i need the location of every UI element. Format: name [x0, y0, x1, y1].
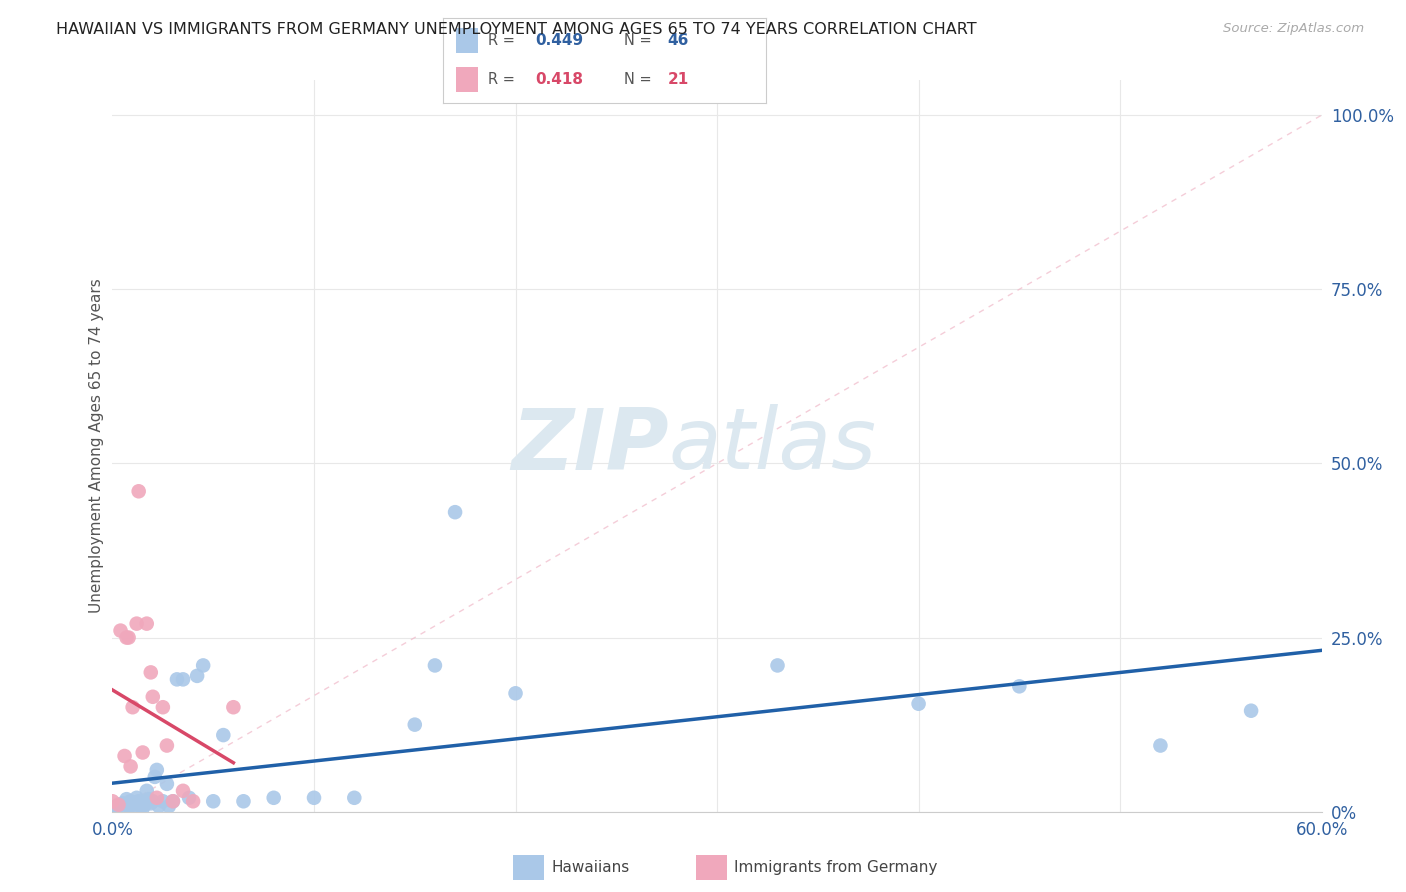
Point [177, 790, 200, 805]
Point [125, 616, 148, 631]
Text: Source: ZipAtlas.com: Source: ZipAtlas.com [1223, 22, 1364, 36]
Point [202, 794, 225, 808]
Point [121, 700, 143, 714]
Text: N =: N = [624, 72, 657, 87]
Point [114, 801, 136, 815]
Point [111, 797, 134, 811]
Point [138, 792, 160, 806]
Point [162, 794, 184, 808]
Point [166, 673, 188, 687]
Text: HAWAIIAN VS IMMIGRANTS FROM GERMANY UNEMPLOYMENT AMONG AGES 65 TO 74 YEARS CORRE: HAWAIIAN VS IMMIGRANTS FROM GERMANY UNEM… [56, 22, 977, 37]
Point [132, 746, 155, 760]
Text: Hawaiians: Hawaiians [551, 861, 630, 875]
Point [139, 665, 162, 680]
Point [110, 624, 132, 638]
Point [302, 790, 325, 805]
Point [135, 616, 157, 631]
Point [139, 797, 162, 811]
Point [343, 790, 366, 805]
Point [263, 790, 285, 805]
Point [186, 669, 208, 683]
Point [1240, 704, 1263, 718]
Point [181, 794, 204, 808]
Point [117, 631, 139, 645]
Text: N =: N = [624, 33, 657, 48]
Point [120, 759, 142, 773]
Point [152, 700, 174, 714]
Text: ZIP: ZIP [510, 404, 669, 488]
Point [212, 728, 235, 742]
Point [505, 686, 527, 700]
Point [172, 673, 194, 687]
Point [125, 790, 148, 805]
Point [105, 799, 128, 814]
Point [162, 794, 184, 808]
Point [1008, 679, 1031, 693]
Point [404, 717, 426, 731]
Point [143, 770, 166, 784]
Point [156, 777, 179, 791]
Point [907, 697, 929, 711]
Point [222, 700, 245, 714]
Point [142, 794, 165, 808]
Point [146, 790, 169, 805]
Point [135, 784, 157, 798]
Point [423, 658, 446, 673]
Text: R =: R = [488, 72, 520, 87]
Text: Immigrants from Germany: Immigrants from Germany [734, 861, 938, 875]
Point [115, 631, 138, 645]
Point [146, 763, 169, 777]
Point [114, 749, 136, 764]
Point [132, 801, 155, 815]
Text: 0.418: 0.418 [536, 72, 583, 87]
Point [232, 794, 254, 808]
Point [766, 658, 789, 673]
Text: 46: 46 [668, 33, 689, 48]
Point [101, 794, 124, 808]
Point [121, 797, 143, 812]
Point [107, 797, 129, 812]
Point [1149, 739, 1171, 753]
Point [142, 690, 165, 704]
Text: atlas: atlas [669, 404, 877, 488]
Point [157, 799, 180, 814]
Point [134, 797, 156, 812]
Point [120, 794, 142, 808]
Point [152, 794, 174, 808]
Point [124, 799, 146, 814]
Text: 21: 21 [668, 72, 689, 87]
Point [128, 484, 150, 499]
Point [129, 799, 152, 814]
Point [191, 658, 214, 673]
Point [156, 739, 179, 753]
Text: R =: R = [488, 33, 520, 48]
Y-axis label: Unemployment Among Ages 65 to 74 years: Unemployment Among Ages 65 to 74 years [89, 278, 104, 614]
Point [115, 792, 138, 806]
Point [110, 797, 132, 812]
Bar [456, 67, 478, 93]
Bar [456, 28, 478, 54]
Point [101, 801, 124, 815]
Point [128, 794, 150, 808]
Text: 0.449: 0.449 [536, 33, 583, 48]
Point [148, 799, 170, 814]
Point [117, 799, 139, 814]
Point [444, 505, 467, 519]
Point [172, 784, 194, 798]
